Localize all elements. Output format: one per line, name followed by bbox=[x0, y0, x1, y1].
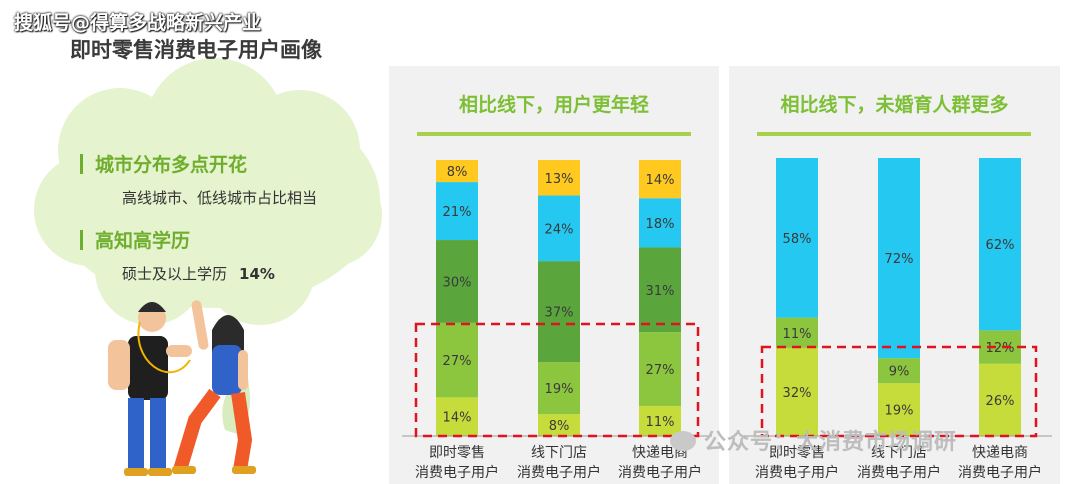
category-label: 即时零售 bbox=[429, 445, 485, 461]
heading-bar bbox=[80, 154, 83, 174]
bar-segment bbox=[776, 317, 818, 348]
category-label: 消费电子用户 bbox=[618, 464, 702, 481]
bar-segment bbox=[538, 414, 580, 436]
bottom-watermark: 公众号：大消费市场调研 bbox=[670, 424, 957, 456]
bar-segment bbox=[979, 363, 1021, 436]
data-label: 32% bbox=[783, 386, 812, 401]
data-label: 37% bbox=[545, 306, 574, 321]
data-label: 9% bbox=[889, 365, 910, 380]
info-value-education: 14% bbox=[239, 265, 275, 283]
bar-segment bbox=[639, 160, 681, 199]
bar-segment bbox=[639, 198, 681, 248]
bar-segment bbox=[639, 247, 681, 333]
data-label: 21% bbox=[443, 205, 472, 220]
bar-segment bbox=[436, 240, 478, 323]
source-watermark: 搜狐号@得算多战略新兴产业 bbox=[14, 12, 262, 34]
bar-segment bbox=[538, 362, 580, 415]
bar-segment bbox=[538, 160, 580, 196]
bar-segment bbox=[776, 158, 818, 318]
category-label: 线下门店 bbox=[871, 445, 927, 461]
data-label: 14% bbox=[443, 411, 472, 426]
wechat-icon bbox=[670, 431, 696, 451]
data-label: 72% bbox=[885, 252, 914, 267]
bar-segment bbox=[436, 322, 478, 398]
man-figure bbox=[108, 302, 192, 476]
data-label: 30% bbox=[443, 275, 472, 290]
category-label: 消费电子用户 bbox=[415, 464, 499, 481]
data-label: 27% bbox=[646, 363, 675, 378]
data-label: 26% bbox=[986, 394, 1015, 409]
data-label: 13% bbox=[545, 172, 574, 187]
bar-segment bbox=[436, 397, 478, 436]
bar-segment bbox=[436, 182, 478, 241]
title-underline bbox=[417, 132, 691, 136]
bar-segment bbox=[538, 195, 580, 262]
data-label: 27% bbox=[443, 354, 472, 369]
data-label: 19% bbox=[885, 404, 914, 419]
data-label: 12% bbox=[986, 341, 1015, 356]
cloud-illustration bbox=[34, 58, 382, 476]
info-heading-city: 城市分布多点开花 bbox=[95, 154, 248, 176]
bar-segment bbox=[979, 158, 1021, 331]
data-label: 19% bbox=[545, 382, 574, 397]
info-text-education: 硕士及以上学历 bbox=[122, 265, 228, 283]
data-label: 8% bbox=[549, 419, 570, 434]
category-label: 消费电子用户 bbox=[958, 464, 1042, 481]
data-label: 24% bbox=[545, 222, 574, 237]
bottom-watermark-text: 公众号：大消费市场调研 bbox=[704, 430, 958, 455]
category-label: 快递电商 bbox=[632, 445, 688, 461]
woman-figure bbox=[172, 300, 256, 474]
chart-title-marital: 相比线下，未婚育人群更多 bbox=[780, 94, 1009, 116]
highlight-dashed-box bbox=[414, 322, 700, 438]
bar-segment bbox=[979, 330, 1021, 364]
bar-segment bbox=[639, 405, 681, 436]
bar-segment bbox=[436, 160, 478, 183]
bar-segment bbox=[639, 332, 681, 406]
category-label: 消费电子用户 bbox=[755, 464, 839, 481]
bar-segment bbox=[878, 383, 920, 436]
title-underline bbox=[757, 132, 1031, 136]
heading-bar bbox=[80, 230, 83, 250]
data-label: 14% bbox=[646, 173, 675, 188]
info-item-city: 城市分布多点开花 高线城市、低线城市占比相当 bbox=[80, 150, 317, 208]
bar-segment bbox=[878, 158, 920, 359]
page-title: 即时零售消费电子用户画像 bbox=[70, 38, 322, 62]
data-label: 18% bbox=[646, 217, 675, 232]
data-label: 11% bbox=[783, 327, 812, 342]
category-label: 线下门店 bbox=[531, 445, 587, 461]
category-label: 消费电子用户 bbox=[857, 464, 941, 481]
data-label: 8% bbox=[447, 165, 468, 180]
category-label: 消费电子用户 bbox=[517, 464, 601, 481]
data-label: 62% bbox=[986, 238, 1015, 253]
category-label: 快递电商 bbox=[972, 445, 1028, 461]
bar-segment bbox=[878, 358, 920, 384]
chart-title-age: 相比线下，用户更年轻 bbox=[458, 94, 649, 116]
data-label: 11% bbox=[646, 415, 675, 430]
bar-segment bbox=[538, 261, 580, 363]
data-label: 58% bbox=[783, 232, 812, 247]
info-heading-education: 高知高学历 bbox=[95, 230, 191, 252]
highlight-dashed-box bbox=[760, 345, 1038, 438]
info-item-education: 高知高学历 硕士及以上学历 14% bbox=[80, 226, 275, 284]
data-label: 31% bbox=[646, 284, 675, 299]
bar-segment bbox=[776, 347, 818, 436]
category-label: 即时零售 bbox=[769, 445, 825, 461]
info-text-city: 高线城市、低线城市占比相当 bbox=[122, 189, 318, 207]
